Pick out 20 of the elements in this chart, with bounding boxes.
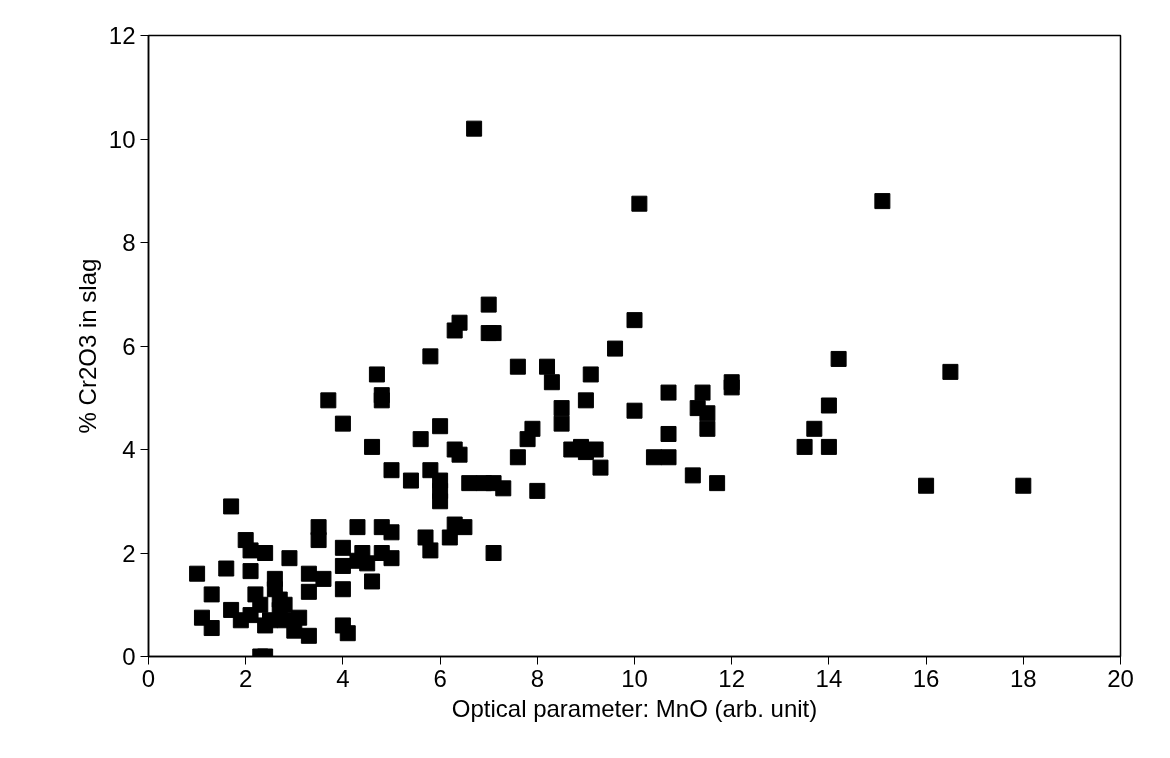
x-tick-label: 4	[336, 664, 350, 692]
x-tick-label: 10	[621, 664, 648, 692]
y-tick-label: 2	[122, 539, 136, 567]
y-tick-label: 6	[122, 332, 136, 360]
y-tick-label: 8	[122, 229, 136, 256]
x-tick-label: 0	[141, 664, 156, 692]
y-tick-label: 12	[108, 22, 136, 49]
x-tick-label: 16	[912, 664, 940, 692]
y-axis-title: % Cr2O3 in slag	[73, 258, 101, 434]
y-tick-label: 0	[122, 643, 136, 670]
x-tick-label: 20	[1107, 664, 1134, 692]
y-tick-label: 10	[108, 125, 136, 153]
x-axis-title: Optical parameter: MnO (arb. unit)	[451, 694, 818, 722]
x-tick-label: 6	[433, 664, 447, 692]
x-tick-label: 14	[815, 664, 843, 692]
x-tick-label: 18	[1009, 664, 1037, 692]
x-tick-label: 8	[530, 664, 544, 692]
x-tick-label: 12	[718, 664, 746, 692]
y-tick-label: 4	[122, 436, 136, 463]
x-tick-label: 2	[239, 664, 253, 692]
